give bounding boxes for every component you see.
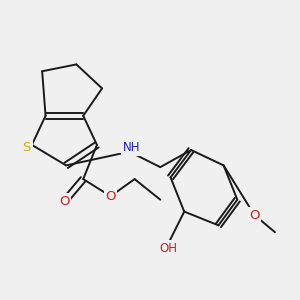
Text: O: O xyxy=(105,190,116,203)
Text: O: O xyxy=(106,190,116,203)
Text: OH: OH xyxy=(160,242,178,255)
Text: S: S xyxy=(22,141,31,154)
Text: S: S xyxy=(22,142,30,155)
Text: OH: OH xyxy=(160,242,178,255)
Text: O: O xyxy=(250,208,260,222)
Text: NH: NH xyxy=(121,142,138,152)
Text: NH: NH xyxy=(122,141,140,154)
Text: O: O xyxy=(59,195,69,208)
Text: O: O xyxy=(249,208,260,222)
Text: O: O xyxy=(59,195,70,208)
